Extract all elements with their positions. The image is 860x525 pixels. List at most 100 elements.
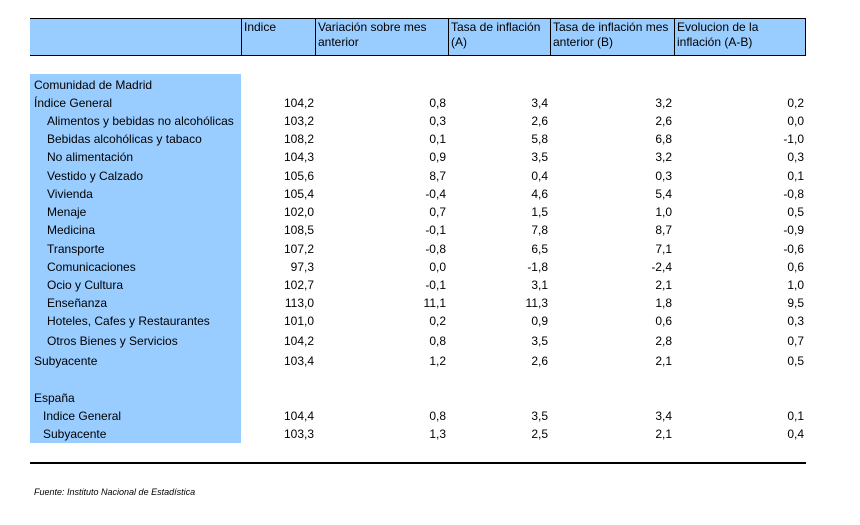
cell-indice: 113,0 [284,296,314,310]
table-row: No alimentación 104,3 0,9 3,5 3,2 0,3 [0,148,860,166]
table-row: Vivienda 105,4 -0,4 4,6 5,4 -0,8 [0,185,860,203]
cell-variacion: -0,4 [425,187,446,201]
cell-variacion: 0,1 [429,132,446,146]
cell-tasa-b: 3,2 [655,150,672,164]
cell-indice: 107,2 [283,242,314,256]
cell-tasa-b: 1,8 [655,296,672,310]
cell-variacion: -0,1 [425,278,446,292]
cell-tasa-a: 11,3 [525,296,548,310]
cell-indice: 101,0 [283,314,314,328]
row-label: No alimentación [47,150,134,164]
cell-variacion: 0,0 [429,260,446,274]
table-row: Otros Bienes y Servicios 104,2 0,8 3,5 2,8 0,… [0,332,860,350]
cell-tasa-b: 8,7 [655,223,672,237]
cell-tasa-a: 2,6 [531,354,548,368]
cell-tasa-b: 2,8 [655,334,672,348]
cell-indice: 105,4 [283,187,314,201]
row-label: Medicina [47,223,96,237]
header-tasa-b: Tasa de inflación mes anterior (B) [550,18,674,56]
label-column [30,74,241,443]
bottom-rule [30,462,806,464]
table-row: Alimentos y bebidas no alcohólicas 103,2 0… [0,112,860,130]
cell-evolucion: 0,3 [787,150,804,164]
cell-evolucion: 0,6 [787,260,804,274]
cell-variacion: 0,8 [429,409,446,423]
cell-tasa-a: 3,5 [531,334,548,348]
cell-tasa-b: 0,3 [655,169,672,183]
cell-variacion: 0,7 [429,205,446,219]
table-row: Bebidas alcohólicas y tabaco 108,2 0,1 5,8 6… [0,130,860,148]
row-label: Bebidas alcohólicas y tabaco [47,132,202,146]
cell-evolucion: 0,5 [787,354,804,368]
table-row: Comunicaciones 97,3 0,0 -1,8 -2,4 0,6 [0,258,860,276]
cell-evolucion: -1,0 [783,132,804,146]
row-label: Otros Bienes y Servicios [47,334,178,348]
row-label: Indice General [43,409,122,423]
cell-tasa-b: 7,1 [655,242,672,256]
header-variacion: Variación sobre mes anterior [315,18,448,56]
source-note: Fuente: Instituto Nacional de Estadístic… [34,487,196,497]
row-label: Subyacente [34,354,98,368]
row-label: Comunicaciones [47,260,136,274]
cell-tasa-a: -1,8 [527,260,548,274]
row-label: Ocio y Cultura [47,278,124,292]
row-label: Hoteles, Cafes y Restaurantes [47,314,210,328]
cell-tasa-a: 3,5 [531,150,548,164]
header-tasa-a: Tasa de inflación (A) [448,18,550,56]
cell-evolucion: 0,1 [787,169,804,183]
table-row: Ocio y Cultura 102,7 -0,1 3,1 2,1 1,0 [0,276,860,294]
cell-indice: 104,2 [283,334,314,348]
cell-variacion: -0,1 [425,223,446,237]
cell-tasa-b: 5,4 [655,187,672,201]
row-label: Vivienda [47,187,93,201]
cell-evolucion: 0,5 [787,205,804,219]
cell-tasa-b: 3,2 [655,96,672,110]
cell-indice: 103,4 [283,354,314,368]
row-label: Menaje [47,205,87,219]
cell-tasa-a: 2,6 [531,114,548,128]
cell-evolucion: -0,6 [783,242,804,256]
cell-variacion: 0,8 [429,96,446,110]
cell-indice: 105,6 [283,169,314,183]
cell-tasa-b: 6,8 [655,132,672,146]
cell-evolucion: 0,0 [787,114,804,128]
cell-evolucion: 0,7 [787,334,804,348]
cell-indice: 103,2 [283,114,314,128]
cell-variacion: 0,3 [429,114,446,128]
section-title-row: España [0,389,860,407]
cell-variacion: 1,2 [429,354,446,368]
row-label: Índice General [34,96,113,110]
cell-tasa-a: 0,9 [531,314,548,328]
cell-tasa-b: 1,0 [655,205,672,219]
cell-indice: 104,3 [283,150,314,164]
cell-evolucion: 1,0 [787,278,804,292]
row-label: Transporte [47,242,105,256]
cell-indice: 102,7 [283,278,314,292]
cell-tasa-a: 0,4 [531,169,548,183]
cell-tasa-a: 2,5 [531,427,548,441]
cell-evolucion: 9,5 [787,296,804,310]
cell-tasa-a: 3,5 [531,409,548,423]
cell-tasa-a: 4,6 [531,187,548,201]
cell-indice: 97,3 [290,260,314,274]
cell-tasa-b: -2,4 [651,260,672,274]
cell-evolucion: 0,4 [787,427,804,441]
section-title-row: Comunidad de Madrid [0,76,860,94]
table-row: Menaje 102,0 0,7 1,5 1,0 0,5 [0,203,860,221]
cell-indice: 102,0 [283,205,314,219]
cell-evolucion: 0,1 [787,409,804,423]
cell-tasa-a: 3,1 [531,278,548,292]
cell-evolucion: -0,8 [783,187,804,201]
table-row: Índice General 104,2 0,8 3,4 3,2 0,2 [0,94,860,112]
table-row: Transporte 107,2 -0,8 6,5 7,1 -0,6 [0,240,860,258]
cell-tasa-b: 2,6 [655,114,672,128]
cell-variacion: 1,3 [429,427,446,441]
table-row: Hoteles, Cafes y Restaurantes 101,0 0,2 0,9… [0,312,860,330]
cell-variacion: 0,9 [429,150,446,164]
row-label: Subyacente [43,427,107,441]
row-label: Alimentos y bebidas no alcohólicas [47,114,234,128]
cell-tasa-b: 3,4 [655,409,672,423]
cell-tasa-b: 2,1 [655,427,672,441]
cell-indice: 103,3 [283,427,314,441]
row-label: Vestido y Calzado [47,169,144,183]
